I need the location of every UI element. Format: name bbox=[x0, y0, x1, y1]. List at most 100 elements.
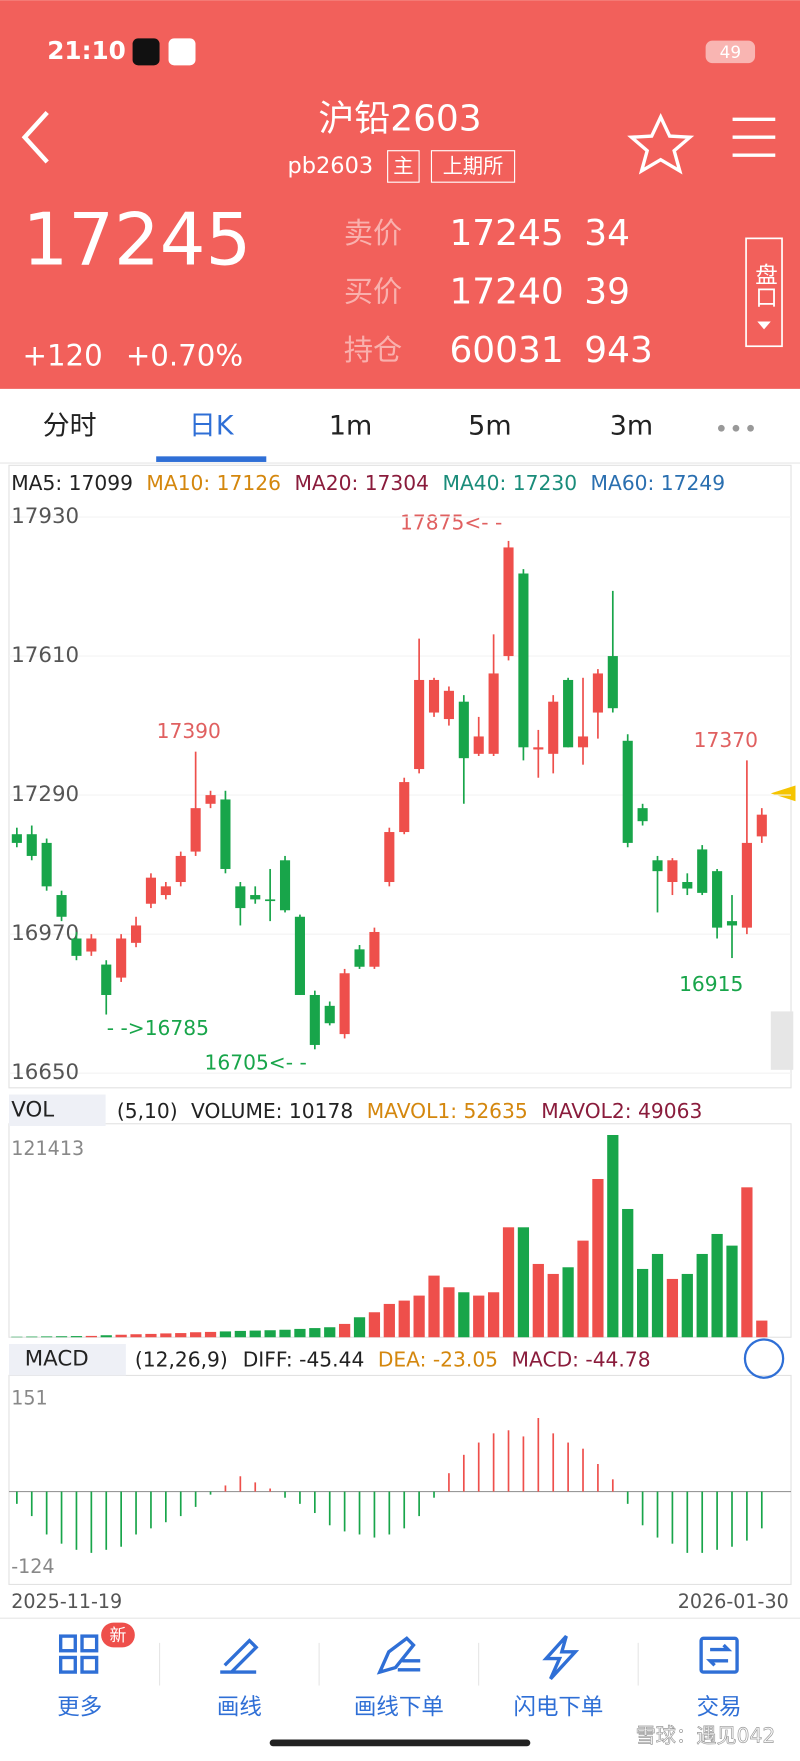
code: pb2603 bbox=[287, 153, 373, 179]
tab[interactable]: 3m bbox=[610, 411, 653, 442]
macd-tab[interactable] bbox=[8, 1343, 126, 1376]
nav-item[interactable]: 画线下单 bbox=[354, 1695, 444, 1721]
candle-body bbox=[533, 747, 544, 750]
candle-body bbox=[607, 656, 618, 709]
volume-bar bbox=[175, 1333, 187, 1338]
change: +120 bbox=[22, 338, 102, 372]
candle-body bbox=[41, 842, 52, 887]
candle-body bbox=[741, 842, 752, 928]
price-marker bbox=[770, 785, 796, 802]
volume-bar bbox=[219, 1331, 232, 1338]
candle-body bbox=[637, 808, 648, 822]
candle-body bbox=[577, 736, 589, 748]
volume-bar bbox=[234, 1330, 246, 1338]
tab[interactable]: 1m bbox=[329, 411, 372, 442]
legend-item: VOLUME: 10178 bbox=[191, 1099, 353, 1123]
volume-bar bbox=[458, 1292, 470, 1338]
nav-item[interactable]: 交易 bbox=[697, 1695, 742, 1721]
app-icon bbox=[168, 38, 196, 66]
candle-body bbox=[220, 799, 231, 869]
expand-button[interactable] bbox=[743, 1338, 785, 1379]
volume-bar bbox=[264, 1330, 276, 1338]
candle-body bbox=[414, 679, 425, 770]
candle-body bbox=[443, 690, 454, 720]
volume-bar bbox=[70, 1336, 83, 1338]
candle-body bbox=[339, 973, 350, 1035]
y-tick-label: 17290 bbox=[11, 782, 79, 807]
badge bbox=[101, 1622, 135, 1648]
y-tick-label: 16970 bbox=[11, 921, 79, 946]
volume-bar bbox=[398, 1300, 410, 1338]
nav-item[interactable]: 更多 bbox=[57, 1695, 102, 1721]
candle-body bbox=[682, 882, 693, 889]
volume-bar bbox=[294, 1328, 306, 1338]
side-panel-button[interactable] bbox=[745, 237, 783, 348]
title: 沪铅2603 bbox=[318, 98, 481, 139]
candle-body bbox=[265, 899, 276, 902]
tab[interactable]: 分时 bbox=[43, 411, 97, 442]
quote-qty: 34 bbox=[584, 213, 630, 254]
vol-label: VOL bbox=[11, 1097, 54, 1122]
volume-bar bbox=[651, 1253, 664, 1338]
candle-body bbox=[160, 886, 171, 896]
legend-item: MACD: -44.78 bbox=[512, 1347, 651, 1371]
volume-bar bbox=[100, 1335, 112, 1338]
y-tick-label: 16650 bbox=[11, 1060, 79, 1085]
candle-body bbox=[279, 860, 291, 911]
volume-bar bbox=[160, 1333, 172, 1338]
volume-bar bbox=[249, 1330, 261, 1338]
volume-bar bbox=[279, 1329, 291, 1338]
home-indicator bbox=[269, 1739, 531, 1747]
side-panel-label: 盘口 bbox=[752, 263, 778, 308]
volume-bar bbox=[324, 1327, 336, 1338]
candle-body bbox=[309, 994, 320, 1045]
tab[interactable]: 5m bbox=[468, 411, 511, 442]
volume-bar bbox=[26, 1336, 38, 1338]
volume-bar bbox=[532, 1263, 544, 1338]
kline-frame bbox=[8, 464, 792, 1089]
nav-item[interactable]: 画线 bbox=[217, 1695, 262, 1721]
nav-item[interactable]: 闪电下单 bbox=[513, 1695, 603, 1721]
volume-bar bbox=[413, 1295, 425, 1338]
candle-body bbox=[458, 701, 469, 759]
candle-body bbox=[130, 925, 142, 943]
tab[interactable]: 日K bbox=[189, 411, 235, 442]
annotation: - ->16785 bbox=[107, 1016, 209, 1040]
legend-item: MAVOL1: 52635 bbox=[367, 1099, 528, 1123]
volume-bar bbox=[41, 1336, 53, 1338]
tab-underline bbox=[156, 456, 267, 462]
candle-body bbox=[563, 679, 574, 748]
candle-body bbox=[250, 895, 261, 900]
candle-body bbox=[712, 871, 723, 928]
quote-qty: 39 bbox=[584, 271, 630, 312]
back-button[interactable] bbox=[21, 111, 49, 164]
quote-price: 17245 bbox=[449, 213, 563, 254]
vol-params: (5,10) bbox=[117, 1099, 178, 1123]
quote-price: 17240 bbox=[449, 271, 563, 312]
legend-item: MA60: 17249 bbox=[591, 471, 726, 495]
favorite-button[interactable] bbox=[627, 113, 695, 175]
annotation: 17390 bbox=[157, 719, 221, 743]
legend-item: MA10: 17126 bbox=[146, 471, 281, 495]
candle-body bbox=[116, 938, 127, 978]
vol-tab[interactable] bbox=[8, 1094, 106, 1127]
menu-button[interactable] bbox=[732, 117, 776, 157]
volume-bar bbox=[204, 1331, 217, 1338]
candle-body bbox=[175, 855, 186, 883]
candle-body bbox=[756, 814, 767, 837]
tabs-bg bbox=[0, 388, 800, 464]
candle-body bbox=[26, 834, 37, 856]
volume-bar bbox=[488, 1292, 500, 1338]
volume-bar bbox=[517, 1227, 530, 1338]
candle-body bbox=[324, 1005, 335, 1024]
volume-bar bbox=[145, 1333, 157, 1338]
collapse-handle[interactable] bbox=[770, 1011, 794, 1070]
more-tabs[interactable] bbox=[717, 424, 754, 432]
quote-price: 60031 bbox=[449, 330, 563, 371]
quote-label: 卖价 bbox=[344, 216, 402, 250]
volume-bar bbox=[681, 1273, 693, 1338]
nav-icons bbox=[58, 1634, 739, 1680]
volume-bar bbox=[577, 1240, 589, 1338]
annotation: 16915 bbox=[679, 972, 743, 996]
legend-item: MAVOL2: 49063 bbox=[541, 1099, 702, 1123]
